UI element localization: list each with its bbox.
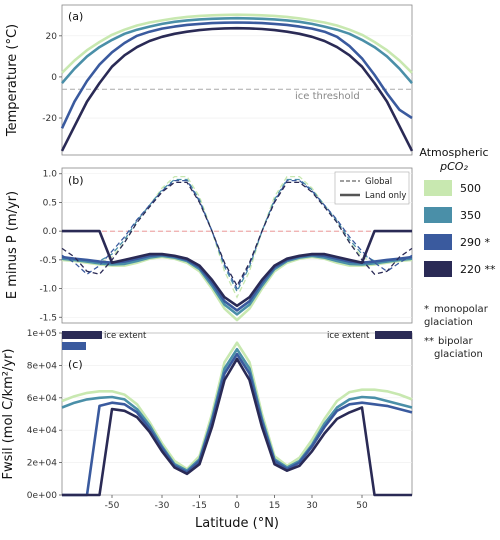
legend-note-bi2: glaciation [434, 349, 483, 360]
y-tick-label: 20 [46, 32, 58, 42]
series-line [61, 16, 413, 84]
y-tick-label: -0.5 [39, 256, 57, 266]
legend-note-mono-star: * [424, 304, 429, 315]
y-tick-label: 1e+05 [27, 329, 57, 339]
series-global-line [61, 179, 413, 291]
legend-swatch [424, 180, 452, 196]
panel-b-legend: Global Land only [334, 171, 410, 205]
series-line [62, 229, 412, 308]
panel-c: 1e+05 8e+04 6e+04 4e+04 2e+04 0e+00 -50 -30 -15 0… [27, 329, 413, 511]
x-tick-label: 15 [269, 501, 280, 511]
x-tick-label: -30 [155, 501, 170, 511]
y-tick-label: 4e+04 [27, 426, 58, 436]
legend-note-mono: monopolar [434, 304, 489, 315]
legend-swatch [424, 234, 452, 250]
legend-title-line2: pCO₂ [439, 160, 468, 173]
panel-b: 1.0 0.5 0.0 -0.5 -1.0 -1.5 [39, 170, 413, 323]
legend-items: 500 350 290 * 220 ** [424, 180, 496, 277]
ice-threshold-label: ice threshold [295, 91, 360, 102]
ice-extent-bar-220-south [62, 331, 102, 339]
legend-note-bi: bipolar [438, 336, 473, 347]
x-tick-label: 30 [306, 501, 318, 511]
panel-b-legend-box [334, 171, 410, 205]
panel-c-frame [61, 332, 413, 496]
panel-a-ylabel: Temperature (°C) [5, 24, 20, 137]
legend-item-label: 290 * [460, 236, 490, 249]
series-line [60, 26, 414, 152]
series-global-line [61, 181, 413, 288]
y-tick-label: -20 [42, 114, 57, 124]
series-line [61, 347, 413, 472]
y-tick-label: 0.0 [43, 227, 58, 237]
panel-c-ylabel: Fwsil (mol C/km²/yr) [1, 348, 16, 479]
panel-c-label: (c) [68, 358, 83, 371]
series-line [62, 357, 412, 497]
x-tick-label: 50 [356, 501, 368, 511]
legend-note-mono2: glaciation [424, 317, 473, 328]
legend-global-label: Global [365, 177, 392, 187]
x-axis-label: Latitude (°N) [195, 516, 279, 531]
legend-title-line1: Atmospheric [419, 146, 488, 159]
panel-b-ylabel: E minus P (m/yr) [5, 191, 20, 299]
series-global-line [61, 178, 413, 293]
series-line [61, 254, 413, 316]
legend-swatch [424, 261, 452, 277]
legend-note-bi-star: ** [424, 336, 434, 347]
y-tick-label: 8e+04 [27, 361, 58, 371]
ice-extent-label-right: ice extent [327, 331, 370, 341]
pco2-legend: Atmospheric pCO₂ 500 350 290 * 220 ** * mon… [419, 146, 496, 360]
series-line [61, 13, 413, 74]
ice-extent-bar-290-south [62, 342, 86, 350]
legend-item-label: 220 ** [460, 263, 496, 276]
y-tick-label: 0.5 [43, 198, 57, 208]
x-tick-label: -15 [192, 501, 207, 511]
legend-item-label: 500 [460, 182, 481, 195]
y-tick-label: 0e+00 [27, 491, 58, 501]
ice-extent-label-left: ice extent [104, 331, 147, 341]
y-tick-label: -1.0 [39, 285, 57, 295]
panel-a: 20 0 -20 [42, 13, 414, 152]
ice-extent-bar-220-north [375, 331, 412, 339]
y-tick-label: 2e+04 [27, 459, 58, 469]
panel-a-label: (a) [68, 10, 83, 23]
series-line [62, 352, 413, 497]
legend-land-label: Land only [365, 191, 406, 201]
panel-b-label: (b) [68, 174, 84, 187]
legend-item-label: 350 [460, 209, 481, 222]
y-tick-label: 6e+04 [27, 394, 58, 404]
legend-swatch [424, 207, 452, 223]
series-line [60, 21, 413, 129]
y-tick-label: 0 [51, 73, 57, 83]
y-tick-label: 1.0 [43, 170, 58, 180]
y-tick-label: -1.5 [39, 313, 57, 323]
x-tick-label: 0 [234, 501, 240, 511]
x-tick-label: -50 [105, 501, 120, 511]
series-line [61, 255, 413, 322]
series-line [61, 341, 413, 471]
ice-extent-bars: ice extent ice extent [62, 331, 412, 350]
